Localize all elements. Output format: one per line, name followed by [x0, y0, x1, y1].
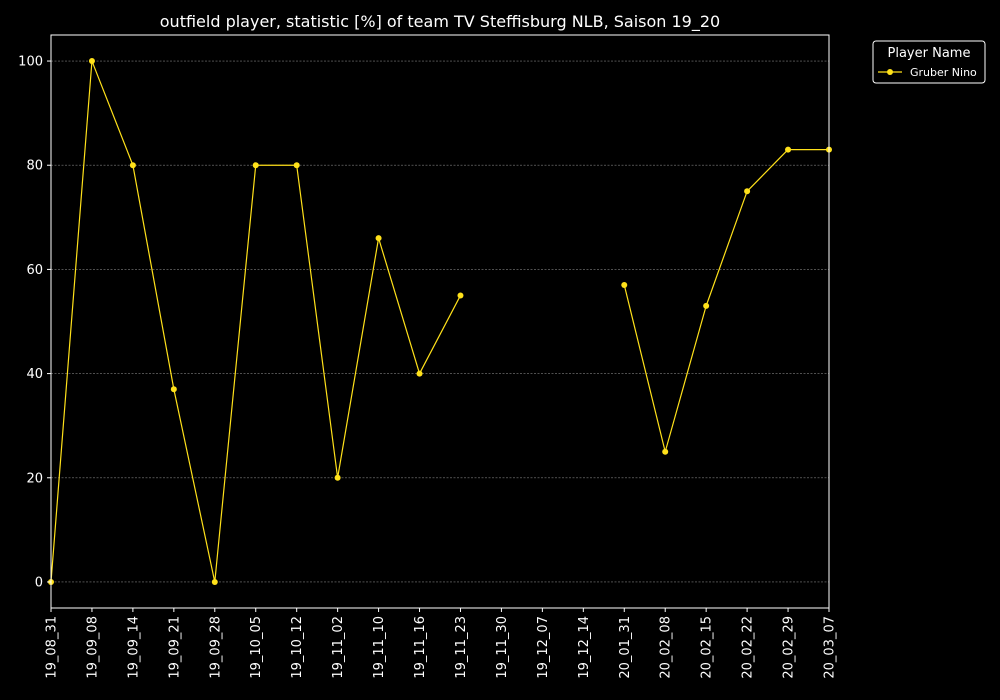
data-point — [129, 162, 136, 169]
x-tick-label: 19_11_23 — [454, 616, 469, 679]
x-tick-label: 19_09_08 — [85, 616, 100, 679]
series-line-gruber-nino — [623, 149, 829, 453]
x-tick-label: 20_03_07 — [823, 616, 838, 679]
x-tick-label: 20_02_22 — [741, 616, 756, 679]
y-tick-label: 20 — [26, 471, 43, 486]
data-point — [744, 188, 751, 195]
legend-title: Player Name — [888, 46, 971, 61]
y-tick-label: 40 — [26, 367, 43, 382]
data-point — [457, 292, 464, 299]
x-tick-label: 19_11_10 — [372, 616, 387, 679]
x-tick-label: 19_12_07 — [536, 616, 551, 679]
legend-marker-gruber-nino — [887, 69, 893, 75]
x-tick-label: 19_08_31 — [45, 616, 60, 679]
x-tick-label: 19_11_16 — [413, 616, 428, 679]
x-tick-label: 19_10_05 — [249, 616, 264, 679]
series-line-gruber-nino — [50, 60, 462, 583]
data-point — [334, 474, 341, 481]
x-tick-label: 19_09_14 — [126, 616, 141, 679]
data-point — [293, 162, 300, 169]
y-tick-label: 80 — [26, 159, 43, 174]
data-point — [170, 386, 177, 393]
legend-label-gruber-nino: Gruber Nino — [910, 66, 977, 79]
y-tick-label: 0 — [35, 575, 43, 590]
plot-frame — [50, 34, 830, 609]
data-point — [375, 235, 382, 242]
series-layer — [48, 58, 832, 585]
y-tick-label: 100 — [18, 55, 43, 70]
y-axis: 0 20 40 60 80 100 — [18, 55, 51, 590]
y-tick-label: 60 — [26, 263, 43, 278]
x-tick-label: 19_11_02 — [331, 616, 346, 679]
data-point — [211, 578, 218, 585]
data-point — [252, 162, 259, 169]
chart-title: outfield player, statistic [%] of team T… — [160, 12, 720, 32]
x-tick-label: 19_11_30 — [495, 616, 510, 679]
data-point — [88, 58, 95, 65]
x-tick-label: 19_12_14 — [577, 616, 592, 679]
legend: Player Name Gruber Nino — [872, 40, 986, 84]
x-tick-label: 20_02_08 — [659, 616, 674, 679]
data-point — [662, 448, 669, 455]
grid-lines — [51, 60, 829, 583]
data-point — [703, 302, 710, 309]
x-tick-label: 19_09_21 — [167, 616, 182, 679]
data-point — [621, 282, 628, 289]
x-axis: 19_08_31 19_09_08 19_09_14 19_09_21 19_09_28… — [45, 608, 838, 679]
x-tick-label: 19_10_12 — [290, 616, 305, 679]
data-point — [785, 146, 792, 153]
data-point — [416, 370, 423, 377]
x-tick-label: 20_01_31 — [618, 616, 633, 679]
x-tick-label: 20_02_15 — [700, 616, 715, 679]
x-tick-label: 19_09_28 — [208, 616, 223, 679]
x-tick-label: 20_02_29 — [782, 616, 797, 679]
